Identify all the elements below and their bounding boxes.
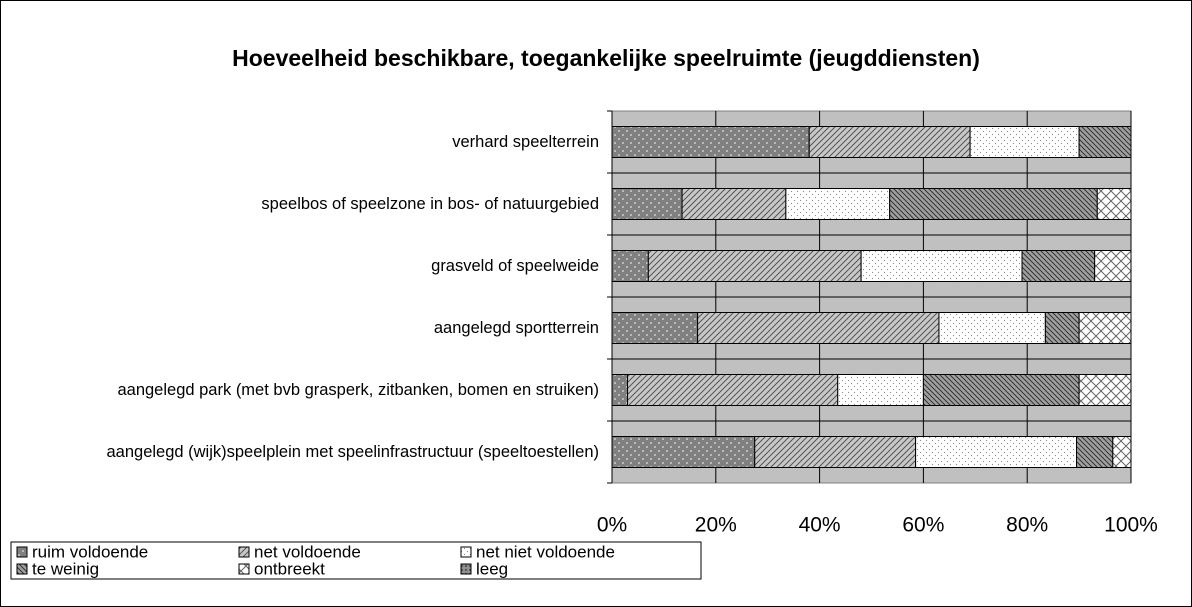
bar-segment [1112, 436, 1132, 468]
legend-swatch [16, 546, 28, 558]
legend-label: net niet voldoende [476, 542, 615, 561]
bar-segment [915, 436, 1078, 468]
legend-label: ruim voldoende [32, 542, 148, 561]
x-tick-label: 40% [799, 514, 841, 537]
x-tick-label: 20% [695, 514, 737, 537]
legend-swatch [238, 563, 250, 575]
bar-segment [1094, 250, 1132, 282]
bar-segment [785, 188, 891, 220]
bar-segment [1078, 126, 1132, 158]
bar-segment [697, 312, 940, 344]
category-text: verhard speelterrein [452, 133, 599, 151]
bar-segment [938, 312, 1046, 344]
category-label: aangelegd (wijk)speelplein met speelinfr… [9, 441, 599, 463]
x-tick-label: 0% [597, 514, 627, 537]
category-label: aangelegd park (met bvb grasperk, zitban… [9, 379, 599, 401]
bar-segment [1021, 250, 1096, 282]
category-text: speelbos of speelzone in bos- of natuurg… [261, 195, 599, 213]
category-text: aangelegd sportterrein [433, 319, 599, 337]
bar-segment [611, 188, 683, 220]
bar-segment [611, 250, 649, 282]
x-tick-label: 60% [902, 514, 944, 537]
bar-segment [627, 374, 839, 406]
legend [10, 541, 702, 580]
bar-segment [1078, 312, 1132, 344]
x-tick-label: 100% [1104, 514, 1158, 537]
category-text: aangelegd park (met bvb grasperk, zitban… [117, 381, 599, 399]
bar-segment [611, 436, 756, 468]
bar-segment [611, 312, 699, 344]
bar-segment [889, 188, 1098, 220]
legend-label: leeg [476, 559, 508, 578]
bar-segment [1044, 312, 1080, 344]
category-label: grasveld of speelweide [9, 255, 599, 277]
legend-swatch [460, 563, 472, 575]
bar-segment [969, 126, 1080, 158]
legend-swatch [16, 563, 28, 575]
bar-segment [681, 188, 787, 220]
category-text: grasveld of speelweide [431, 257, 599, 275]
bar-segment [611, 374, 629, 406]
bar-segment [1096, 188, 1132, 220]
legend-label: ontbreekt [254, 559, 325, 578]
bar-segment [837, 374, 924, 406]
category-label: verhard speelterrein [9, 131, 599, 153]
category-text: aangelegd (wijk)speelplein met speelinfr… [106, 443, 599, 461]
bar-segment [1076, 436, 1114, 468]
legend-swatch [460, 546, 472, 558]
bar-segment [860, 250, 1023, 282]
category-label: aangelegd sportterrein [9, 317, 599, 339]
bar-segment [754, 436, 917, 468]
chart-title: Hoeveelheid beschikbare, toegankelijke s… [232, 45, 980, 71]
legend-label: te weinig [32, 559, 99, 578]
legend-swatch [238, 546, 250, 558]
x-tick-label: 80% [1006, 514, 1048, 537]
bar-segment [922, 374, 1080, 406]
category-label: speelbos of speelzone in bos- of natuurg… [9, 193, 599, 215]
bar-segment [808, 126, 971, 158]
bar-segment [647, 250, 862, 282]
legend-label: net voldoende [254, 542, 361, 561]
bar-segment [1078, 374, 1132, 406]
bar-segment [611, 126, 810, 158]
